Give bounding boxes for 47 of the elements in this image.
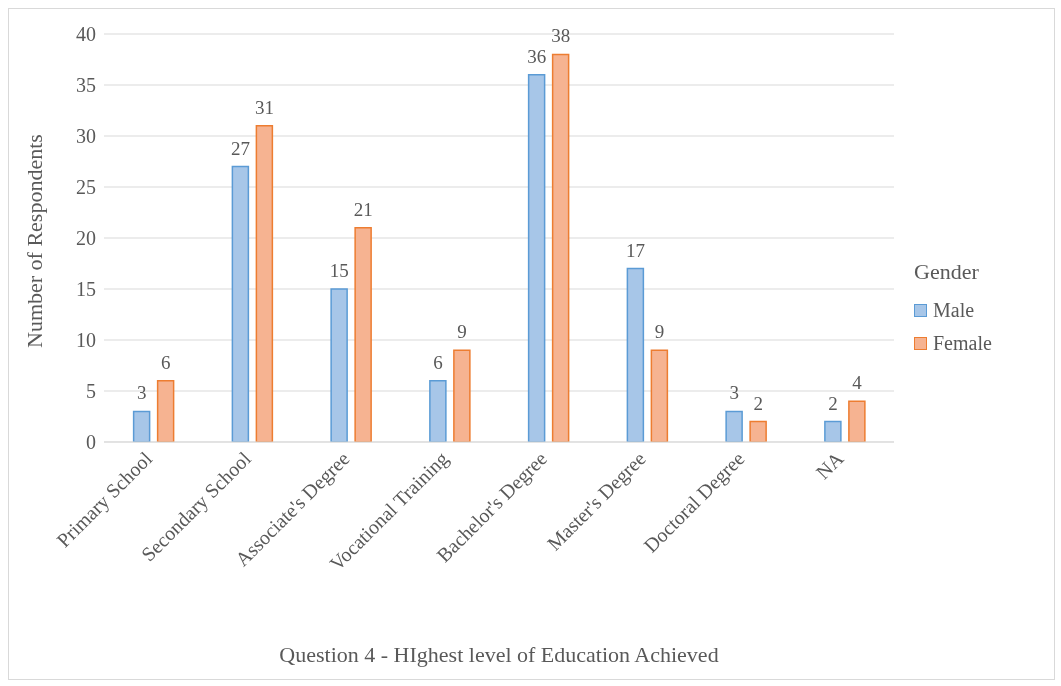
y-tick-label: 20: [76, 227, 96, 250]
data-label: 27: [230, 137, 250, 159]
y-tick-label: 5: [86, 380, 96, 403]
bar: [725, 410, 743, 442]
data-label: 9: [654, 321, 665, 343]
x-tick-label: NA: [811, 446, 848, 484]
x-axis-title: Question 4 - HIghest level of Education Achieved: [279, 642, 719, 667]
data-label: 21: [353, 198, 373, 220]
data-label: 15: [329, 260, 349, 281]
y-tick-label: 0: [86, 431, 96, 454]
bar: [824, 420, 842, 442]
data-label: 4: [852, 372, 863, 394]
bar: [354, 227, 372, 442]
bar: [626, 267, 645, 442]
bar: [429, 380, 447, 442]
legend-label: Female: [932, 332, 993, 355]
bar: [527, 74, 546, 442]
legend-label: Male: [932, 299, 976, 322]
y-tick-label: 30: [76, 125, 96, 148]
y-tick-label: 35: [76, 74, 96, 97]
y-axis-title: Number of Respondents: [21, 134, 47, 348]
data-label: 3: [729, 382, 739, 404]
data-label: 6: [433, 351, 443, 373]
bar: [749, 420, 767, 442]
bar: [132, 410, 151, 442]
legend-title: Gender: [914, 259, 980, 285]
bar: [848, 400, 866, 442]
bar: [453, 349, 471, 442]
data-label: 3: [136, 382, 147, 404]
data-label: 36: [527, 45, 547, 67]
y-tick-label: 25: [76, 176, 96, 199]
data-label: 2: [828, 392, 838, 414]
bar: [650, 349, 669, 442]
data-label: 31: [254, 96, 274, 118]
bar: [330, 288, 348, 442]
bar: [156, 380, 175, 442]
y-tick-label: 15: [76, 278, 96, 301]
data-label: 6: [160, 351, 171, 373]
bar: [231, 165, 250, 442]
data-label: 2: [753, 392, 763, 414]
data-label: 38: [551, 25, 571, 47]
bar: [551, 53, 570, 442]
y-tick-label: 10: [76, 329, 96, 352]
y-tick-label: 40: [76, 23, 96, 46]
bar: [255, 125, 274, 442]
data-label: 9: [457, 321, 467, 343]
data-label: 17: [625, 239, 645, 261]
